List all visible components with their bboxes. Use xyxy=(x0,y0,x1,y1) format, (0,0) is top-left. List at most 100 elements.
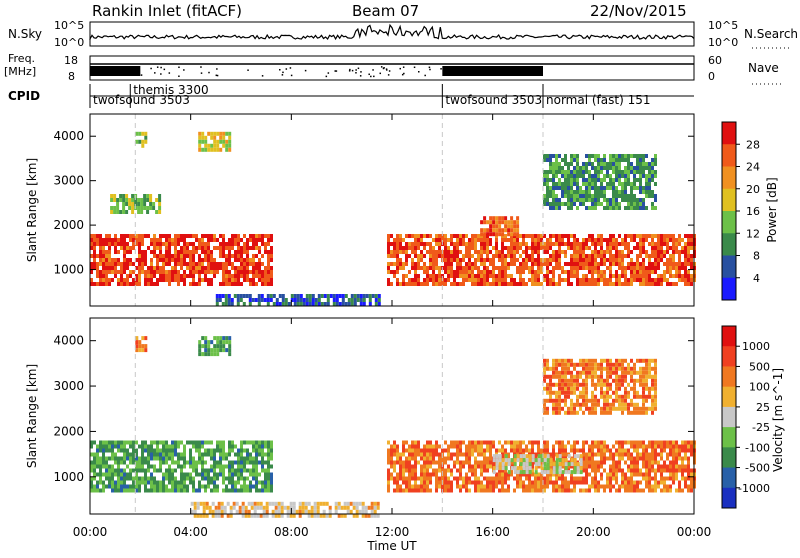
cell-5 xyxy=(594,375,597,379)
cell-0 xyxy=(252,266,255,270)
cell-1 xyxy=(588,270,591,274)
cell-5 xyxy=(609,367,612,371)
cell-1 xyxy=(573,449,576,453)
cell-0 xyxy=(114,274,117,278)
cell-6 xyxy=(549,158,552,162)
cell-1 xyxy=(411,278,414,282)
cell-4 xyxy=(216,344,219,348)
cell-1 xyxy=(399,473,402,477)
cell-0 xyxy=(111,238,114,242)
cell-1 xyxy=(387,449,390,453)
cell-1 xyxy=(462,270,465,274)
cell-6 xyxy=(585,190,588,194)
cell-0 xyxy=(138,258,141,262)
cell-1 xyxy=(513,254,516,258)
cell-1 xyxy=(411,477,414,481)
cell-6 xyxy=(573,190,576,194)
cell-6 xyxy=(254,510,257,514)
cell-1 xyxy=(501,258,504,262)
cell-5 xyxy=(612,379,615,383)
cell-0 xyxy=(210,477,213,481)
cell-5 xyxy=(564,379,567,383)
cell-1 xyxy=(627,477,630,481)
cell-6 xyxy=(585,206,588,210)
cell-1 xyxy=(618,266,621,270)
cell-6 xyxy=(552,206,555,210)
cell-1 xyxy=(672,282,675,286)
cell-1 xyxy=(444,457,447,461)
cell-1 xyxy=(690,262,693,266)
cell-1 xyxy=(654,266,657,270)
cell-1 xyxy=(642,274,645,278)
cell-1 xyxy=(441,254,444,258)
cell-5 xyxy=(648,387,651,391)
cell-0 xyxy=(183,477,186,481)
cell-0 xyxy=(237,282,240,286)
cell-3 xyxy=(141,348,144,352)
cell-6 xyxy=(549,178,552,182)
cell-1 xyxy=(588,262,591,266)
cell-0 xyxy=(204,254,207,258)
cell-2 xyxy=(559,462,562,466)
cell-0 xyxy=(252,270,255,274)
cell-5 xyxy=(624,359,627,363)
cell-1 xyxy=(528,258,531,262)
cell-7 xyxy=(225,294,228,298)
cell-1 xyxy=(555,250,558,254)
cell-2 xyxy=(510,220,513,224)
cell-3 xyxy=(131,206,134,210)
cell-2 xyxy=(513,224,516,228)
cell-1 xyxy=(414,445,417,449)
cell-1 xyxy=(486,469,489,473)
cell-1 xyxy=(504,274,507,278)
cell-1 xyxy=(681,262,684,266)
cell-7 xyxy=(372,294,375,298)
cell-1 xyxy=(564,234,567,238)
cell-1 xyxy=(573,234,576,238)
cell-1 xyxy=(666,457,669,461)
cell-7 xyxy=(327,302,330,306)
cell-0 xyxy=(132,457,135,461)
cell-0 xyxy=(153,250,156,254)
cell-1 xyxy=(675,242,678,246)
cell-2 xyxy=(538,462,541,466)
cell-5 xyxy=(573,391,576,395)
cell-1 xyxy=(645,282,648,286)
cell-1 xyxy=(420,254,423,258)
cell-6 xyxy=(564,202,567,206)
cell-6 xyxy=(588,174,591,178)
cell-5 xyxy=(612,371,615,375)
cell-4 xyxy=(228,336,231,340)
cell-0 xyxy=(159,449,162,453)
cell-1 xyxy=(636,242,639,246)
cell-6 xyxy=(630,162,633,166)
cell-1 xyxy=(594,473,597,477)
cell-0 xyxy=(264,246,267,250)
cell-0 xyxy=(126,485,129,489)
cell-1 xyxy=(510,274,513,278)
freq-tick-top: 18 xyxy=(64,54,78,67)
cell-1 xyxy=(414,465,417,469)
cell-1 xyxy=(495,266,498,270)
cell-1 xyxy=(501,473,504,477)
cell-3 xyxy=(138,340,141,344)
cell-6 xyxy=(654,158,657,162)
cell-1 xyxy=(663,441,666,445)
cell-0 xyxy=(153,465,156,469)
cell-5 xyxy=(570,383,573,387)
cell-0 xyxy=(252,457,255,461)
cell-0 xyxy=(264,250,267,254)
cell-0 xyxy=(201,266,204,270)
cell-1 xyxy=(564,453,567,457)
cell-1 xyxy=(657,246,660,250)
cell-0 xyxy=(102,282,105,286)
cell-2 xyxy=(505,458,508,462)
cell-1 xyxy=(486,477,489,481)
cell-1 xyxy=(591,262,594,266)
cell-0 xyxy=(207,246,210,250)
cell-1 xyxy=(630,457,633,461)
cell-5 xyxy=(621,363,624,367)
cell-1 xyxy=(645,453,648,457)
cell-1 xyxy=(495,274,498,278)
cell-1 xyxy=(402,481,405,485)
